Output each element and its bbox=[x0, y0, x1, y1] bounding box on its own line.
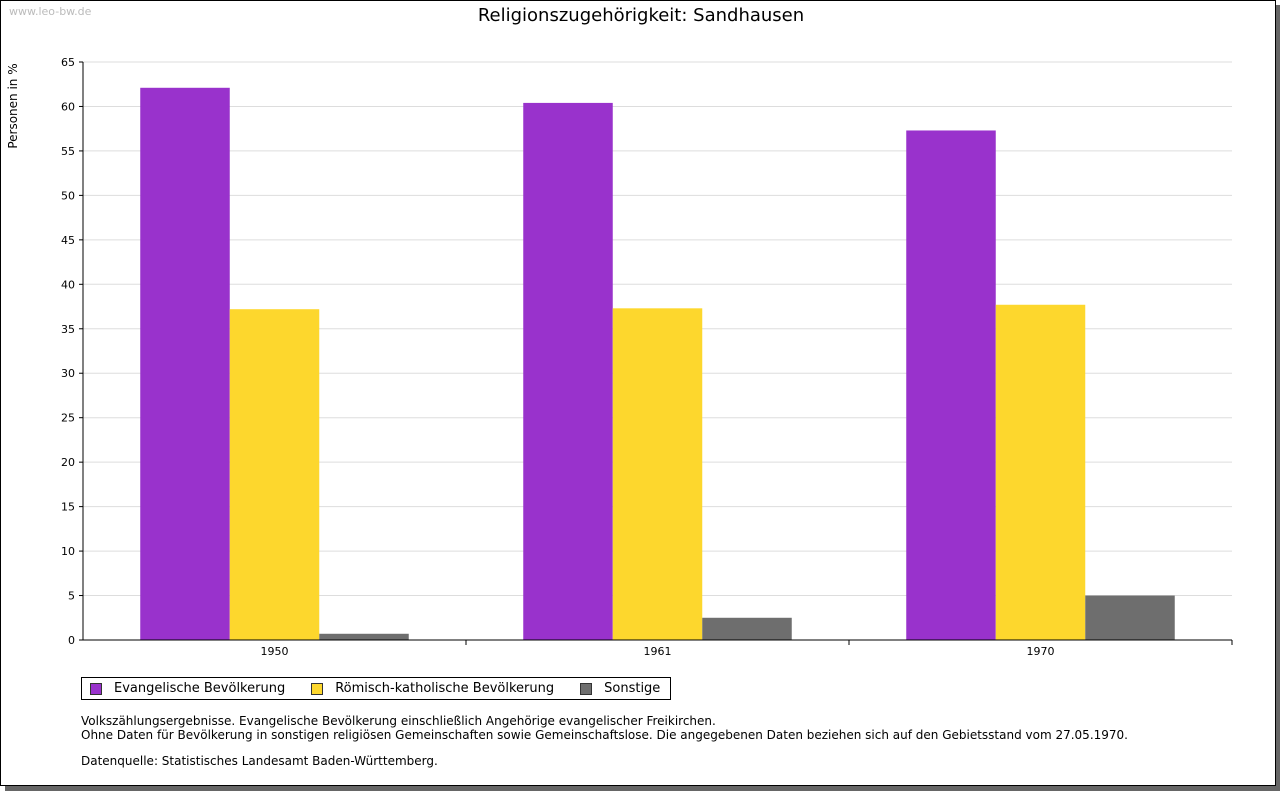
y-tick-label: 0 bbox=[68, 634, 75, 647]
y-tick-label: 40 bbox=[61, 278, 75, 291]
y-tick-label: 5 bbox=[68, 590, 75, 603]
data-source: Datenquelle: Statistisches Landesamt Bad… bbox=[81, 754, 438, 768]
x-tick-label: 1950 bbox=[261, 645, 289, 658]
y-tick-label: 35 bbox=[61, 323, 75, 336]
legend-swatch bbox=[580, 682, 593, 695]
y-tick-label: 10 bbox=[61, 545, 75, 558]
y-tick-label: 25 bbox=[61, 412, 75, 425]
bar-r-misch-katholische-bev-lkerung-1970 bbox=[995, 304, 1086, 640]
x-tick-label: 1970 bbox=[1027, 645, 1055, 658]
legend-swatch bbox=[311, 682, 324, 695]
legend-swatch bbox=[90, 682, 102, 695]
legend-label: Sonstige bbox=[604, 681, 661, 696]
y-tick-label: 65 bbox=[61, 56, 75, 69]
x-tick-label: 1961 bbox=[644, 645, 672, 658]
bar-r-misch-katholische-bev-lkerung-1961 bbox=[612, 308, 703, 640]
legend-label: Römisch-katholische Bevölkerung bbox=[335, 681, 555, 696]
bar-evangelische-bev-lkerung-1950 bbox=[140, 87, 230, 640]
legend-item-katholisch: Römisch-katholische Bevölkerung bbox=[311, 681, 554, 696]
legend-item-evangelisch: Evangelische Bevölkerung bbox=[90, 681, 285, 696]
y-tick-label: 30 bbox=[61, 367, 75, 380]
y-tick-label: 20 bbox=[61, 456, 75, 469]
y-tick-label: 15 bbox=[61, 501, 75, 514]
plot-area: 0 5 10 15 20 25 30 35 40 45 50 55 60 65 1950 1961 1970 bbox=[61, 56, 1233, 658]
watermark: www.leo-bw.de bbox=[9, 5, 92, 18]
note-line: Ohne Daten für Bevölkerung in sonstigen … bbox=[81, 728, 1128, 742]
y-tick-label: 60 bbox=[61, 100, 75, 113]
bar-sonstige-1950 bbox=[319, 633, 409, 640]
y-tick-label: 50 bbox=[61, 189, 75, 202]
note-line: Volkszählungsergebnisse. Evangelische Be… bbox=[81, 714, 716, 728]
chart-notes: Volkszählungsergebnisse. Evangelische Be… bbox=[81, 714, 1128, 768]
legend: Evangelische Bevölkerung Römisch-katholi… bbox=[81, 677, 672, 700]
y-tick-label: 55 bbox=[61, 145, 75, 158]
bar-sonstige-1961 bbox=[702, 617, 792, 640]
bar-r-misch-katholische-bev-lkerung-1950 bbox=[229, 309, 320, 640]
bar-sonstige-1970 bbox=[1085, 595, 1175, 640]
legend-item-sonstige: Sonstige bbox=[580, 681, 660, 696]
legend-label: Evangelische Bevölkerung bbox=[114, 681, 286, 696]
bar-evangelische-bev-lkerung-1961 bbox=[523, 102, 613, 641]
chart-title: Religionszugehörigkeit: Sandhausen bbox=[477, 5, 805, 26]
y-tick-label: 45 bbox=[61, 234, 75, 247]
bar-evangelische-bev-lkerung-1970 bbox=[906, 130, 996, 640]
